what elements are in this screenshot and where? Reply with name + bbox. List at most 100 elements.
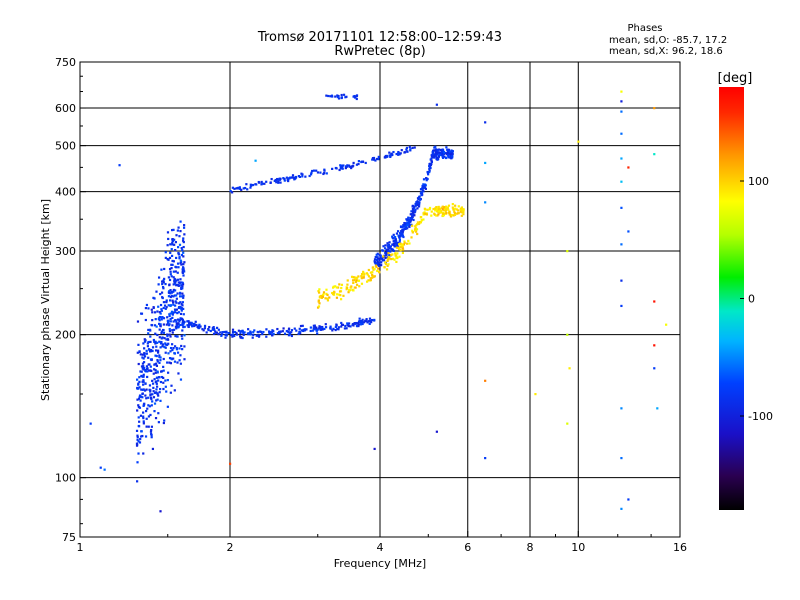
data-point xyxy=(135,429,139,432)
data-point xyxy=(159,292,162,296)
data-point xyxy=(164,385,167,388)
data-point xyxy=(140,388,143,391)
data-point xyxy=(416,207,419,210)
data-point xyxy=(327,94,330,98)
data-point xyxy=(385,248,388,251)
data-point xyxy=(430,210,433,213)
data-point xyxy=(169,312,172,315)
data-point xyxy=(312,327,315,330)
data-point xyxy=(620,279,623,282)
data-point xyxy=(428,167,431,171)
data-point xyxy=(258,181,261,184)
data-point xyxy=(178,256,181,259)
data-point xyxy=(272,332,275,336)
data-point xyxy=(340,93,343,97)
data-point xyxy=(457,205,460,208)
data-point xyxy=(173,360,177,363)
data-point xyxy=(167,295,171,298)
data-point xyxy=(391,248,395,251)
data-point xyxy=(406,150,409,153)
data-point xyxy=(403,241,406,244)
data-point xyxy=(326,293,329,297)
data-point xyxy=(277,178,281,181)
data-point xyxy=(365,280,369,283)
data-point xyxy=(455,212,458,215)
data-point xyxy=(337,326,340,329)
data-point xyxy=(231,186,234,189)
data-point xyxy=(182,237,185,240)
data-point xyxy=(136,436,139,439)
data-point xyxy=(285,176,288,179)
data-point xyxy=(182,255,185,258)
data-point xyxy=(157,305,160,308)
data-point xyxy=(377,158,380,161)
data-point xyxy=(178,347,181,350)
data-point xyxy=(215,331,219,334)
data-point xyxy=(344,324,347,328)
data-point xyxy=(142,383,145,386)
data-point xyxy=(166,343,169,347)
data-point xyxy=(183,233,186,236)
data-point xyxy=(400,149,403,152)
data-point xyxy=(340,165,343,169)
data-point xyxy=(293,176,296,179)
data-point xyxy=(392,249,395,252)
data-point xyxy=(283,332,287,335)
data-point xyxy=(376,269,379,273)
data-point xyxy=(393,242,396,245)
data-point xyxy=(304,175,307,178)
data-point xyxy=(144,382,147,385)
data-point xyxy=(231,335,234,338)
data-point xyxy=(338,283,341,286)
data-point xyxy=(324,297,327,300)
data-point xyxy=(393,235,397,239)
data-point xyxy=(331,95,334,98)
data-point xyxy=(153,363,156,366)
data-point xyxy=(176,361,179,364)
data-point xyxy=(448,211,451,214)
data-point xyxy=(261,332,264,336)
data-point xyxy=(160,337,163,340)
data-point xyxy=(656,407,659,410)
data-point xyxy=(148,328,152,331)
data-point xyxy=(350,285,353,288)
data-point xyxy=(159,380,163,384)
data-point xyxy=(390,152,393,155)
data-point xyxy=(443,155,446,158)
data-point xyxy=(345,288,348,291)
data-point xyxy=(422,178,426,181)
data-point xyxy=(408,145,411,149)
data-point xyxy=(140,374,143,378)
data-point xyxy=(176,312,179,315)
data-point xyxy=(299,324,303,328)
data-point xyxy=(173,389,176,392)
data-point xyxy=(372,158,375,161)
data-point xyxy=(409,216,412,220)
data-point xyxy=(143,402,146,405)
data-point xyxy=(161,282,164,286)
data-point xyxy=(155,382,158,385)
data-point xyxy=(144,435,148,438)
data-point xyxy=(161,343,165,346)
data-point xyxy=(171,316,174,319)
data-point xyxy=(283,179,286,182)
data-point xyxy=(163,304,167,307)
data-point xyxy=(231,333,235,336)
data-point xyxy=(164,307,167,310)
data-point xyxy=(153,378,156,381)
data-point xyxy=(163,419,166,422)
data-point xyxy=(149,340,152,343)
data-point xyxy=(392,243,395,246)
data-point xyxy=(332,293,335,296)
data-point xyxy=(363,272,366,275)
data-point xyxy=(362,270,365,273)
data-point xyxy=(172,347,175,350)
data-point xyxy=(459,209,462,212)
data-point xyxy=(369,277,372,280)
data-point xyxy=(287,178,290,181)
data-point xyxy=(172,270,175,273)
data-point xyxy=(336,327,339,331)
y-tick-label: 100 xyxy=(55,472,76,485)
data-point xyxy=(400,230,403,233)
y-tick-label: 75 xyxy=(62,531,76,544)
